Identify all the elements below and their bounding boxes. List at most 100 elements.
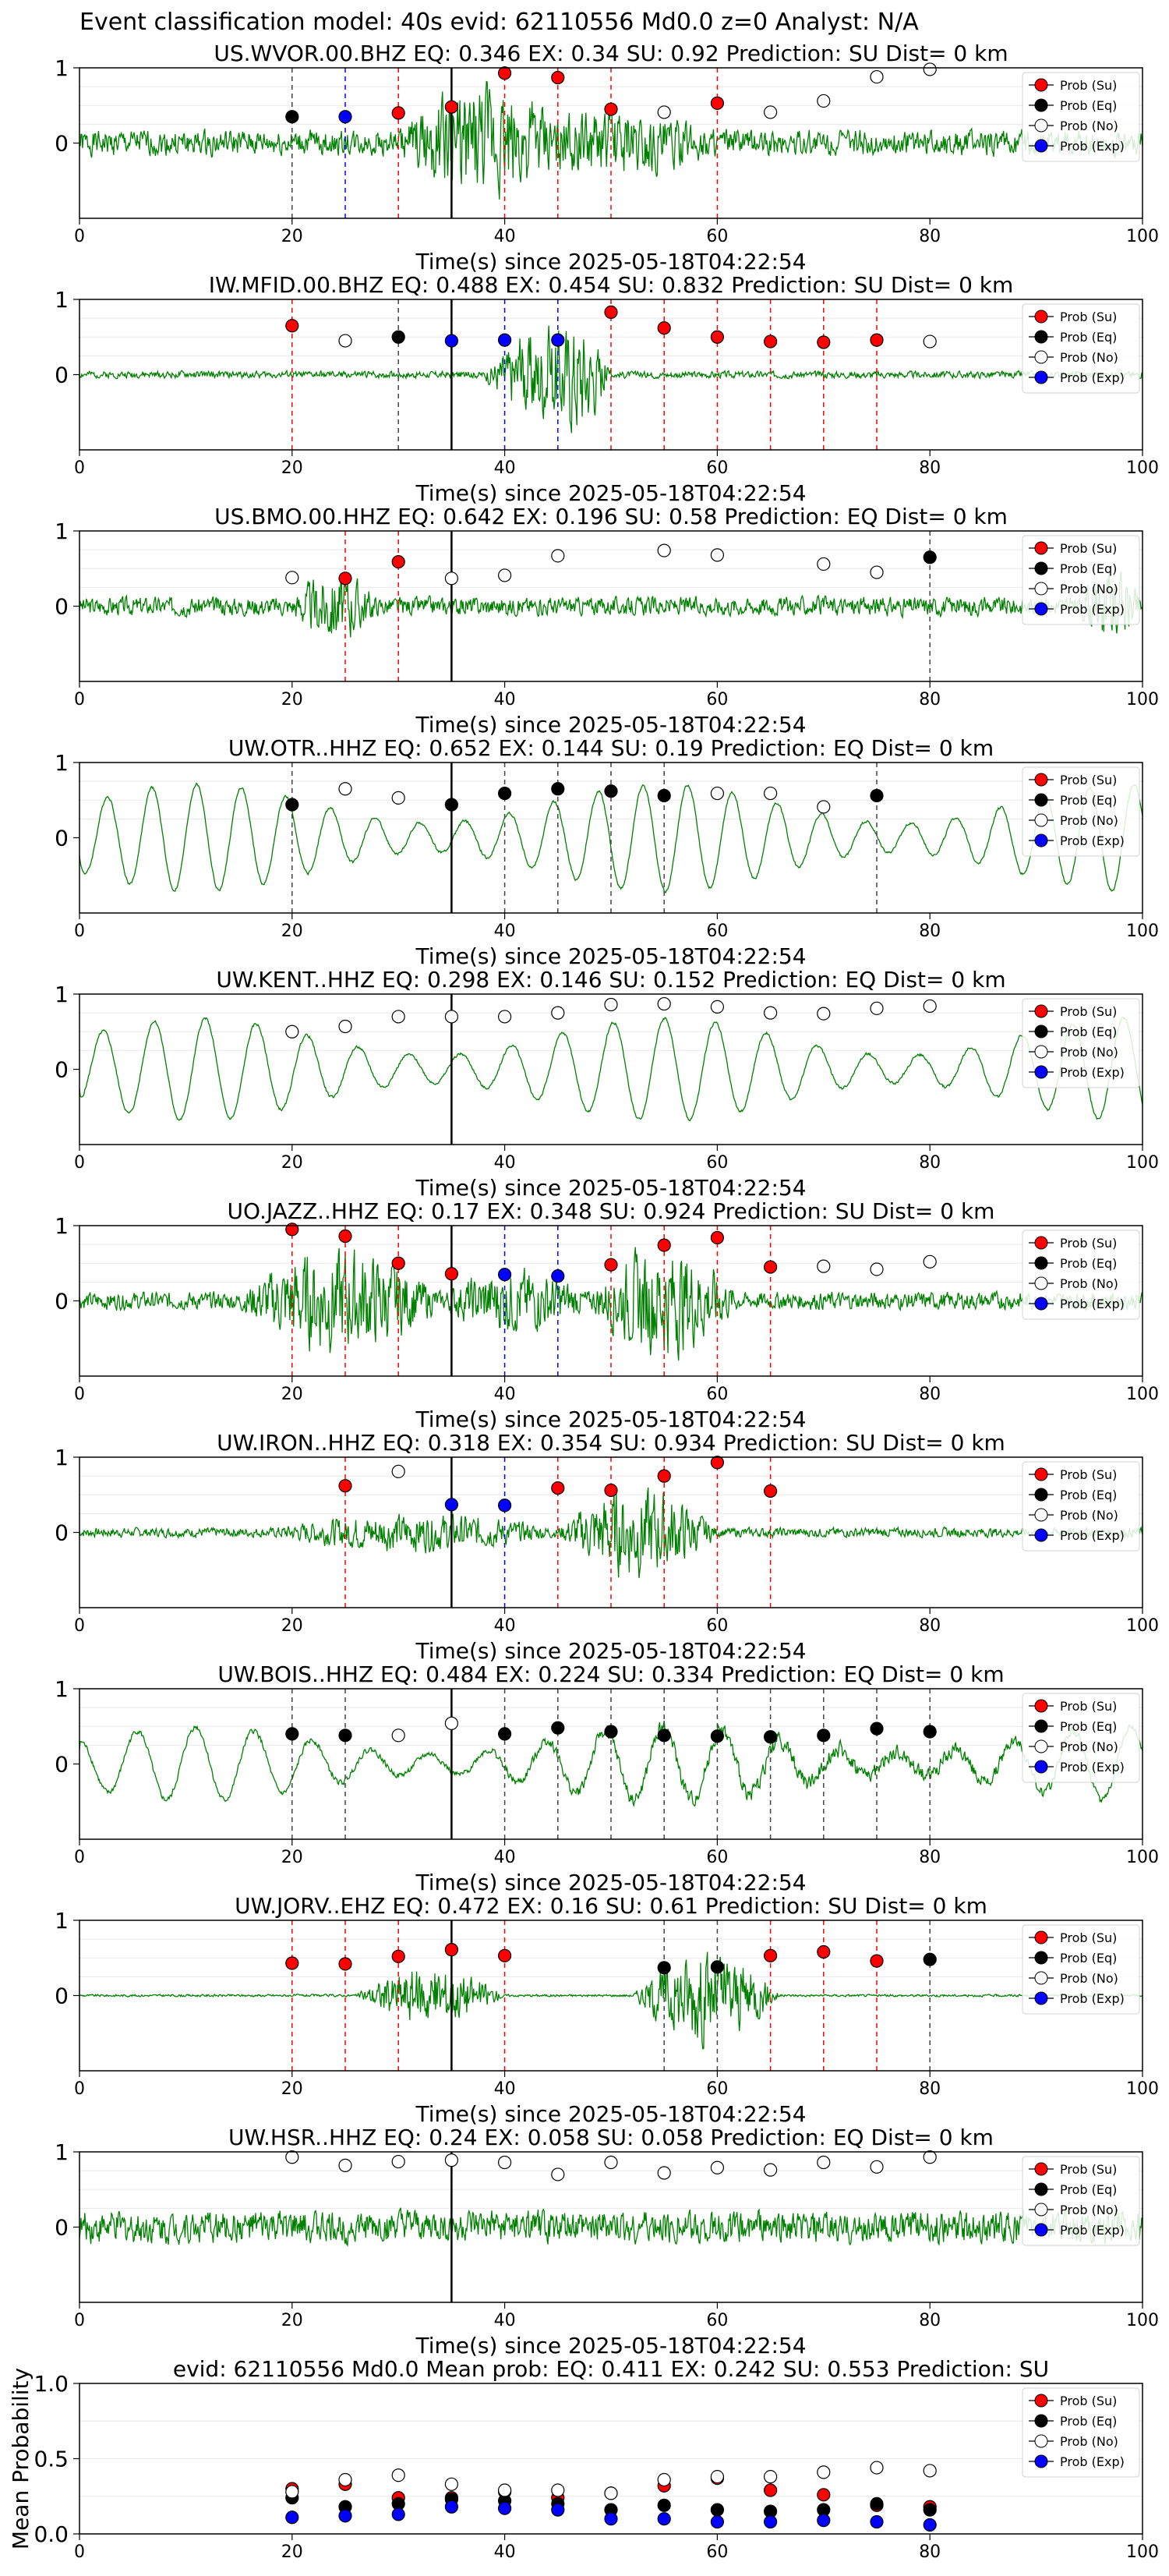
prob-marker-su [710, 1230, 725, 1245]
prob-marker-no [817, 557, 831, 571]
prob-marker-eq [817, 1729, 831, 1743]
mean-marker-exp [497, 2501, 512, 2515]
mean-marker-no [710, 2470, 725, 2484]
waveform-trace [79, 325, 1143, 433]
legend-marker-no [1034, 2434, 1048, 2448]
legend-label-no: Prob (No) [1060, 1971, 1118, 1986]
legend: Prob (Su) Prob (Eq) Prob (No) Prob (Exp) [1022, 998, 1140, 1088]
legend-label-exp: Prob (Exp) [1060, 1297, 1125, 1311]
x-tick-label: 0 [74, 1153, 85, 1173]
x-tick-label: 80 [919, 458, 941, 478]
prob-marker-su [710, 96, 725, 110]
mean-marker-exp [710, 2514, 725, 2529]
x-tick-label: 60 [706, 1616, 728, 1636]
prob-marker-no [391, 1729, 405, 1743]
legend-label-no: Prob (No) [1060, 2434, 1118, 2449]
prob-marker-su [285, 1223, 299, 1237]
mean-marker-no [391, 2468, 405, 2482]
prob-marker-no [923, 334, 937, 349]
legend: Prob (Su) Prob (Eq) Prob (No) Prob (Exp) [1022, 72, 1140, 162]
legend-label-eq: Prob (Eq) [1060, 793, 1117, 808]
prob-marker-no [870, 69, 884, 84]
waveform-trace [79, 2207, 1143, 2247]
y-tick-label: 0 [55, 1057, 69, 1083]
prob-marker-su [763, 1484, 778, 1499]
x-tick-label: 60 [706, 2542, 728, 2562]
y-tick-label: 1 [55, 1676, 69, 1702]
prob-marker-exp [497, 1268, 512, 1282]
panel-title: UW.OTR..HHZ EQ: 0.652 EX: 0.144 SU: 0.19… [228, 735, 994, 761]
prob-marker-no [817, 1259, 831, 1273]
panel-title: UW.KENT..HHZ EQ: 0.298 EX: 0.146 SU: 0.1… [216, 967, 1005, 993]
prob-marker-exp [497, 333, 512, 347]
prob-marker-su [551, 1481, 565, 1495]
prob-marker-eq [870, 1721, 884, 1736]
prob-marker-no [444, 1010, 459, 1024]
x-axis-label: Time(s) since 2025-05-18T04:22:54 [415, 943, 806, 969]
mean-marker-no [817, 2465, 831, 2479]
mean-marker-no [870, 2461, 884, 2475]
prob-marker-su [604, 102, 618, 116]
prob-marker-no [710, 2160, 725, 2174]
x-axis-label: Time(s) since 2025-05-18T04:22:54 [415, 1870, 806, 1895]
prob-marker-su [444, 1943, 459, 1957]
legend-label-su: Prob (Su) [1060, 773, 1117, 787]
x-tick-label: 80 [919, 227, 941, 246]
mean-marker-eq [710, 2503, 725, 2517]
mean-marker-no [923, 2464, 937, 2478]
y-tick-label: 0 [55, 2215, 69, 2241]
mean-marker-no [285, 2485, 299, 2499]
x-tick-label: 60 [706, 458, 728, 478]
prob-marker-no [338, 782, 352, 796]
legend-box [1022, 2156, 1140, 2246]
legend-label-no: Prob (No) [1060, 119, 1118, 133]
y-tick-label: 0 [55, 1289, 69, 1315]
legend: Prob (Su) Prob (Eq) Prob (No) Prob (Exp) [1022, 1230, 1140, 1320]
prob-marker-su [285, 1956, 299, 1970]
waveform-trace [79, 1247, 1143, 1361]
prob-marker-no [923, 1254, 937, 1269]
panel-title: evid: 62110556 Md0.0 Mean prob: EQ: 0.41… [173, 2356, 1049, 2382]
x-tick-label: 0 [74, 1385, 85, 1404]
legend-marker-su [1034, 1004, 1048, 1018]
legend: Prob (Su) Prob (Eq) Prob (No) Prob (Exp) [1022, 1693, 1140, 1783]
prob-marker-no [551, 2167, 565, 2181]
prob-marker-su [817, 1944, 831, 1959]
panel-title: US.WVOR.00.BHZ EQ: 0.346 EX: 0.34 SU: 0.… [214, 41, 1008, 66]
x-axis-label: Time(s) since 2025-05-18T04:22:54 [415, 712, 806, 738]
legend-marker-exp [1034, 1528, 1048, 1542]
legend: Prob (Su) Prob (Eq) Prob (No) Prob (Exp) [1022, 766, 1140, 857]
legend-label-exp: Prob (Exp) [1060, 833, 1125, 848]
x-tick-label: 100 [1126, 2079, 1159, 2099]
legend-marker-su [1034, 2394, 1048, 2408]
legend-marker-eq [1034, 1256, 1048, 1270]
legend-label-no: Prob (No) [1060, 1045, 1118, 1060]
prob-marker-eq [923, 550, 937, 564]
legend-label-eq: Prob (Eq) [1060, 98, 1117, 113]
legend-label-exp: Prob (Exp) [1060, 1760, 1125, 1775]
prob-marker-no [391, 1010, 405, 1024]
prob-marker-no [604, 2155, 618, 2170]
panel-title: IW.MFID.00.BHZ EQ: 0.488 EX: 0.454 SU: 0… [209, 272, 1014, 298]
legend-label-eq: Prob (Eq) [1060, 2182, 1117, 2197]
x-tick-label: 60 [706, 922, 728, 941]
prob-marker-eq [923, 1952, 937, 1966]
x-tick-label: 40 [494, 227, 516, 246]
prob-marker-no [763, 105, 778, 119]
mean-marker-no [551, 2483, 565, 2497]
x-tick-label: 100 [1126, 2542, 1159, 2562]
prob-marker-no [497, 568, 512, 582]
y-tick-label: 1 [55, 2139, 69, 2165]
axes-frame [79, 67, 1143, 219]
legend-label-eq: Prob (Eq) [1060, 1024, 1117, 1039]
x-tick-label: 40 [494, 2311, 516, 2330]
prob-marker-eq [391, 330, 405, 344]
prob-marker-no [391, 791, 405, 805]
legend-label-su: Prob (Su) [1060, 2394, 1117, 2408]
prob-marker-no [870, 565, 884, 579]
waveform-trace [79, 571, 1143, 638]
prob-marker-eq [604, 784, 618, 798]
